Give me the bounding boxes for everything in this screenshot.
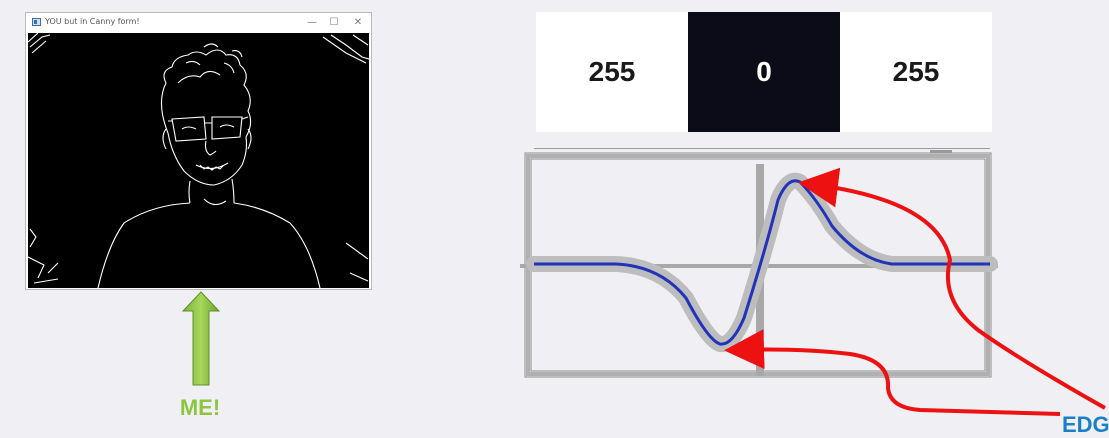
canny-edge-drawing (28, 33, 369, 288)
window-titlebar[interactable]: YOU but in Canny form! — ☐ ✕ (26, 13, 371, 33)
me-label: ME! (179, 395, 221, 420)
close-button[interactable]: ✕ (353, 17, 363, 28)
pixel-cell-right: 255 (840, 12, 992, 132)
minimize-button[interactable]: — (307, 17, 317, 28)
canny-window: YOU but in Canny form! — ☐ ✕ (25, 12, 372, 290)
edge-derivative-plot (520, 148, 998, 378)
app-window-icon (32, 18, 41, 26)
pixel-value-row: 255 0 255 (536, 12, 992, 132)
canny-edge-image (28, 33, 369, 288)
up-arrow-icon (181, 291, 221, 386)
top-tick-mark (930, 150, 952, 153)
maximize-button[interactable]: ☐ (329, 17, 339, 28)
pixel-cell-left: 255 (536, 12, 688, 132)
edge-label: EDG (1062, 412, 1109, 437)
window-title: YOU but in Canny form! (45, 17, 140, 26)
pixel-cell-middle: 0 (688, 12, 840, 132)
